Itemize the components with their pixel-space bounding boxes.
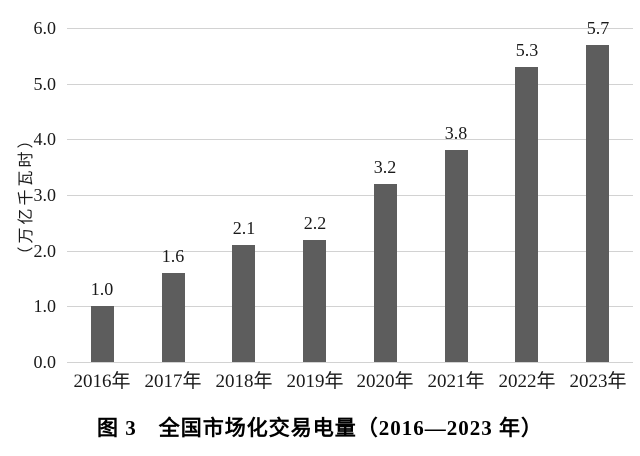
bar-value-label: 1.0 (90, 279, 114, 299)
bar-value-label: 2.2 (303, 213, 327, 233)
gridline (67, 306, 633, 307)
bar (515, 67, 538, 362)
gridline (67, 84, 633, 85)
y-tick-label: 5.0 (33, 74, 57, 94)
bar (374, 184, 397, 362)
gridline (67, 362, 633, 363)
bar (586, 45, 609, 362)
bar (445, 150, 468, 362)
bar (91, 306, 114, 362)
bar-value-label: 1.6 (161, 246, 185, 266)
x-tick-label: 2018年 (215, 371, 273, 392)
bar-value-label: 3.2 (373, 157, 397, 177)
y-tick-label: 3.0 (33, 185, 57, 205)
gridline (67, 139, 633, 140)
y-tick-label: 4.0 (33, 129, 57, 149)
x-tick-label: 2020年 (356, 371, 414, 392)
x-tick-label: 2016年 (73, 371, 131, 392)
x-tick-label: 2019年 (286, 371, 344, 392)
x-tick-label: 2021年 (427, 371, 485, 392)
gridline (67, 28, 633, 29)
y-tick-label: 1.0 (33, 296, 57, 316)
bar-value-label: 2.1 (232, 218, 256, 238)
x-tick-label: 2023年 (569, 371, 627, 392)
plot-area (67, 28, 633, 363)
chart-caption: 图 3 全国市场化交易电量（2016—2023 年） (97, 416, 543, 440)
y-tick-label: 6.0 (33, 18, 57, 38)
bar (232, 245, 255, 362)
y-tick-label: 0.0 (33, 352, 57, 372)
bar (162, 273, 185, 362)
x-tick-label: 2017年 (144, 371, 202, 392)
bar-value-label: 5.3 (515, 40, 539, 60)
bar-value-label: 3.8 (444, 123, 468, 143)
gridline (67, 195, 633, 196)
y-tick-label: 2.0 (33, 241, 57, 261)
bar (303, 240, 326, 362)
bar-value-label: 5.7 (586, 18, 610, 38)
gridline (67, 251, 633, 252)
x-tick-label: 2022年 (498, 371, 556, 392)
